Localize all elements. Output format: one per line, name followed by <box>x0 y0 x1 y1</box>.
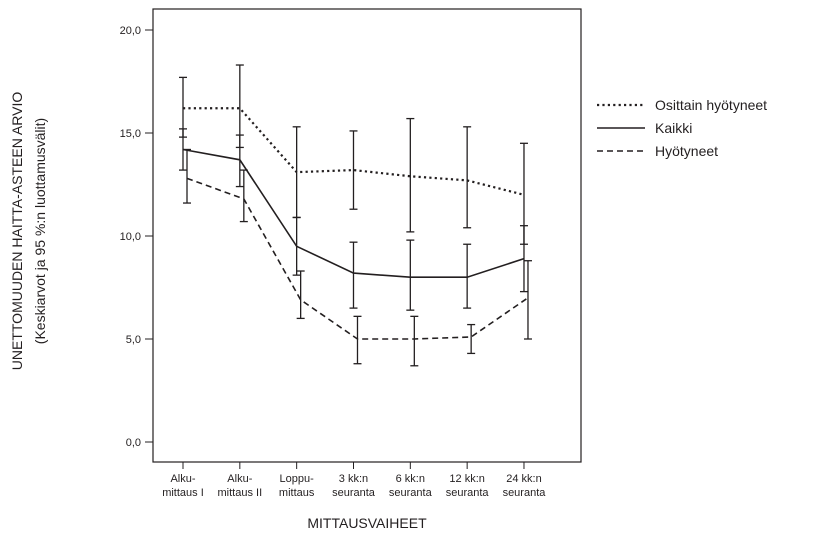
x-tick-label: seuranta <box>389 487 433 499</box>
series-line-dashed <box>186 177 529 340</box>
x-tick-label: Loppu- <box>280 473 315 485</box>
error-bars <box>179 64 532 367</box>
series-lines <box>182 107 529 340</box>
x-axis: Alku-mittaus I Alku-mittaus II Loppu-mitta… <box>162 462 546 499</box>
y-axis-title: UNETTOMUUDEN HAITTA-ASTEEN ARVIO <box>9 92 25 371</box>
legend: Osittain hyötyneet Kaikki Hyötyneet <box>597 97 767 159</box>
x-tick-label: seuranta <box>446 487 490 499</box>
plot-frame <box>152 8 582 463</box>
legend-label: Osittain hyötyneet <box>655 97 767 113</box>
y-tick-label: 20,0 <box>120 25 141 37</box>
error-bar <box>353 315 362 365</box>
y-tick-label: 15,0 <box>120 128 141 140</box>
error-bar <box>410 315 419 367</box>
x-tick-label: Alku- <box>227 473 252 485</box>
x-tick-label: seuranta <box>332 487 376 499</box>
error-bar <box>349 130 358 210</box>
error-bar <box>349 241 358 309</box>
x-axis-title: MITTAUSVAIHEET <box>307 515 427 531</box>
series-line-dotted <box>183 107 525 196</box>
y-axis-subtitle: (Keskiarvot ja 95 %:n luottamusvälit) <box>32 118 48 344</box>
error-bar <box>406 117 415 233</box>
x-tick-label: Alku- <box>170 473 195 485</box>
x-tick-label: 24 kk:n <box>506 473 541 485</box>
y-tick-label: 5,0 <box>126 334 141 346</box>
x-tick-label: mittaus <box>279 487 315 499</box>
error-bar <box>406 239 415 311</box>
error-bar <box>239 169 248 223</box>
x-tick-label: 12 kk:n <box>449 473 484 485</box>
x-tick-label: mittaus I <box>162 487 204 499</box>
error-bar <box>523 260 532 340</box>
error-bar <box>467 323 476 355</box>
legend-label: Kaikki <box>655 120 692 136</box>
error-bar <box>296 270 305 320</box>
legend-label: Hyötyneet <box>655 143 718 159</box>
error-bar <box>183 148 191 204</box>
y-tick-label: 0,0 <box>126 437 141 449</box>
x-tick-label: seuranta <box>503 487 547 499</box>
error-bar <box>463 126 472 229</box>
x-tick-label: 3 kk:n <box>339 473 368 485</box>
x-tick-label: 6 kk:n <box>396 473 425 485</box>
series-line-solid <box>182 148 525 279</box>
x-tick-label: mittaus II <box>218 487 263 499</box>
y-axis: 0,0 5,0 10,0 15,0 20,0 <box>120 25 153 449</box>
y-tick-label: 10,0 <box>120 231 141 243</box>
error-bar <box>463 243 472 309</box>
